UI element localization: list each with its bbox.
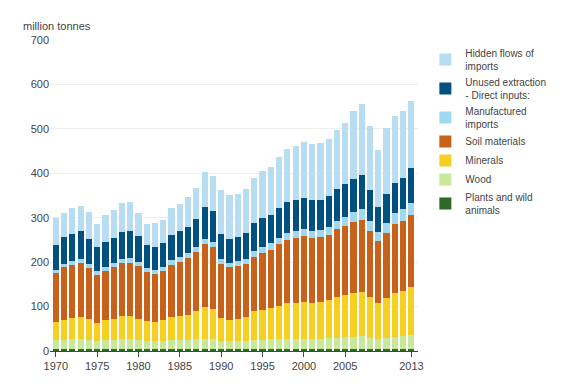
svg-text:Manufacturedimports: Manufacturedimports bbox=[465, 106, 526, 130]
svg-text:1970: 1970 bbox=[44, 360, 68, 372]
svg-text:Minerals: Minerals bbox=[465, 155, 503, 166]
svg-text:300: 300 bbox=[31, 212, 49, 224]
svg-text:600: 600 bbox=[31, 78, 49, 90]
svg-text:200: 200 bbox=[31, 256, 49, 268]
svg-text:100: 100 bbox=[31, 300, 49, 312]
svg-text:0: 0 bbox=[43, 345, 49, 357]
svg-text:Plants and wildanimals: Plants and wildanimals bbox=[465, 192, 532, 216]
svg-text:Unused extraction- Direct inpu: Unused extraction- Direct inputs: bbox=[465, 77, 546, 101]
svg-text:Wood: Wood bbox=[465, 174, 491, 185]
svg-text:1975: 1975 bbox=[85, 360, 109, 372]
svg-text:million tonnes: million tonnes bbox=[23, 20, 91, 32]
svg-text:1995: 1995 bbox=[250, 360, 274, 372]
svg-text:2000: 2000 bbox=[292, 360, 316, 372]
svg-text:2013: 2013 bbox=[399, 360, 423, 372]
svg-text:1980: 1980 bbox=[126, 360, 150, 372]
svg-text:400: 400 bbox=[31, 167, 49, 179]
svg-text:1985: 1985 bbox=[168, 360, 192, 372]
svg-text:1990: 1990 bbox=[209, 360, 233, 372]
svg-text:700: 700 bbox=[31, 34, 49, 46]
svg-text:Hidden flows ofimports: Hidden flows ofimports bbox=[465, 48, 534, 72]
svg-text:2005: 2005 bbox=[333, 360, 357, 372]
svg-text:500: 500 bbox=[31, 123, 49, 135]
svg-text:Soil materials: Soil materials bbox=[465, 136, 525, 147]
